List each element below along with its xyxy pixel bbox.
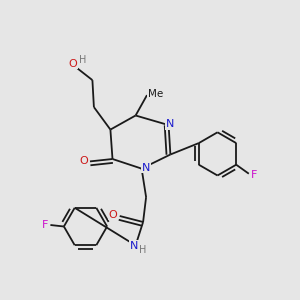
Text: F: F: [42, 220, 48, 230]
Text: O: O: [69, 58, 78, 69]
Text: O: O: [109, 209, 118, 220]
Text: N: N: [130, 241, 138, 251]
Text: N: N: [166, 119, 175, 129]
Text: N: N: [142, 163, 151, 173]
Text: Me: Me: [148, 89, 163, 99]
Text: O: O: [79, 156, 88, 167]
Text: H: H: [79, 55, 86, 65]
Text: H: H: [139, 244, 146, 255]
Text: F: F: [251, 170, 257, 180]
